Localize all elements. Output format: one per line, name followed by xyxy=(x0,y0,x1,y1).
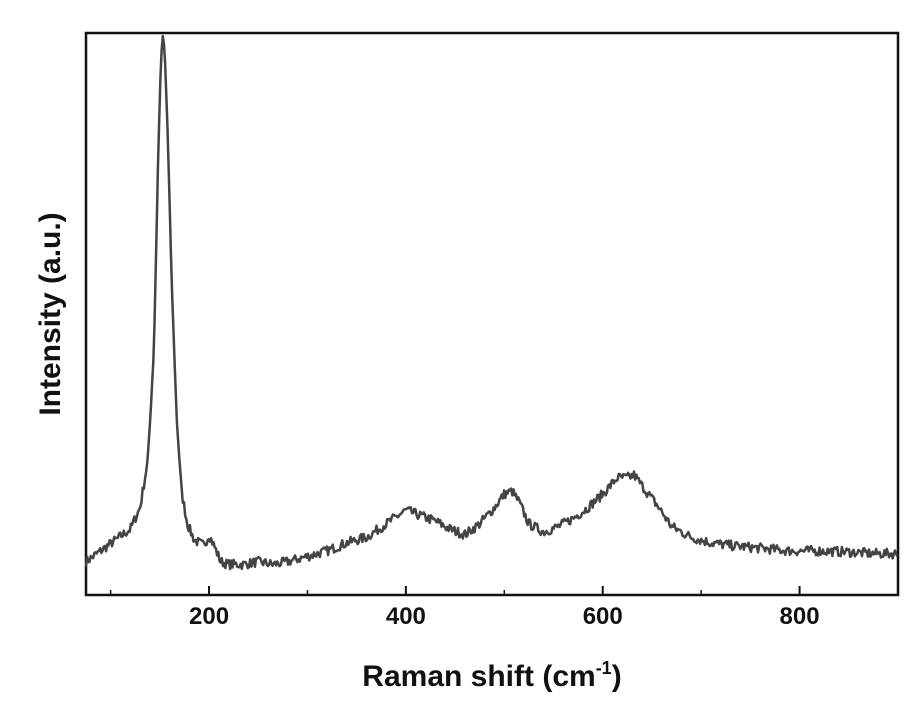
x-axis-title: Raman shift (cm-1) xyxy=(362,658,621,693)
x-axis-title-end: ) xyxy=(612,660,622,693)
x-tick-label: 600 xyxy=(583,603,623,630)
x-axis-title-superscript: -1 xyxy=(596,658,612,678)
spectrum-series-line xyxy=(84,34,899,571)
x-tick-label: 800 xyxy=(780,603,820,630)
x-axis-tick-labels: 200 400 600 800 xyxy=(189,603,820,630)
x-tick-label: 400 xyxy=(386,603,426,630)
plot-frame xyxy=(84,31,900,597)
x-tick-label: 200 xyxy=(189,603,229,630)
x-axis-title-main: Raman shift (cm xyxy=(362,660,595,693)
y-axis-title: Intensity (a.u.) xyxy=(34,212,67,415)
x-axis-ticks xyxy=(109,586,899,595)
